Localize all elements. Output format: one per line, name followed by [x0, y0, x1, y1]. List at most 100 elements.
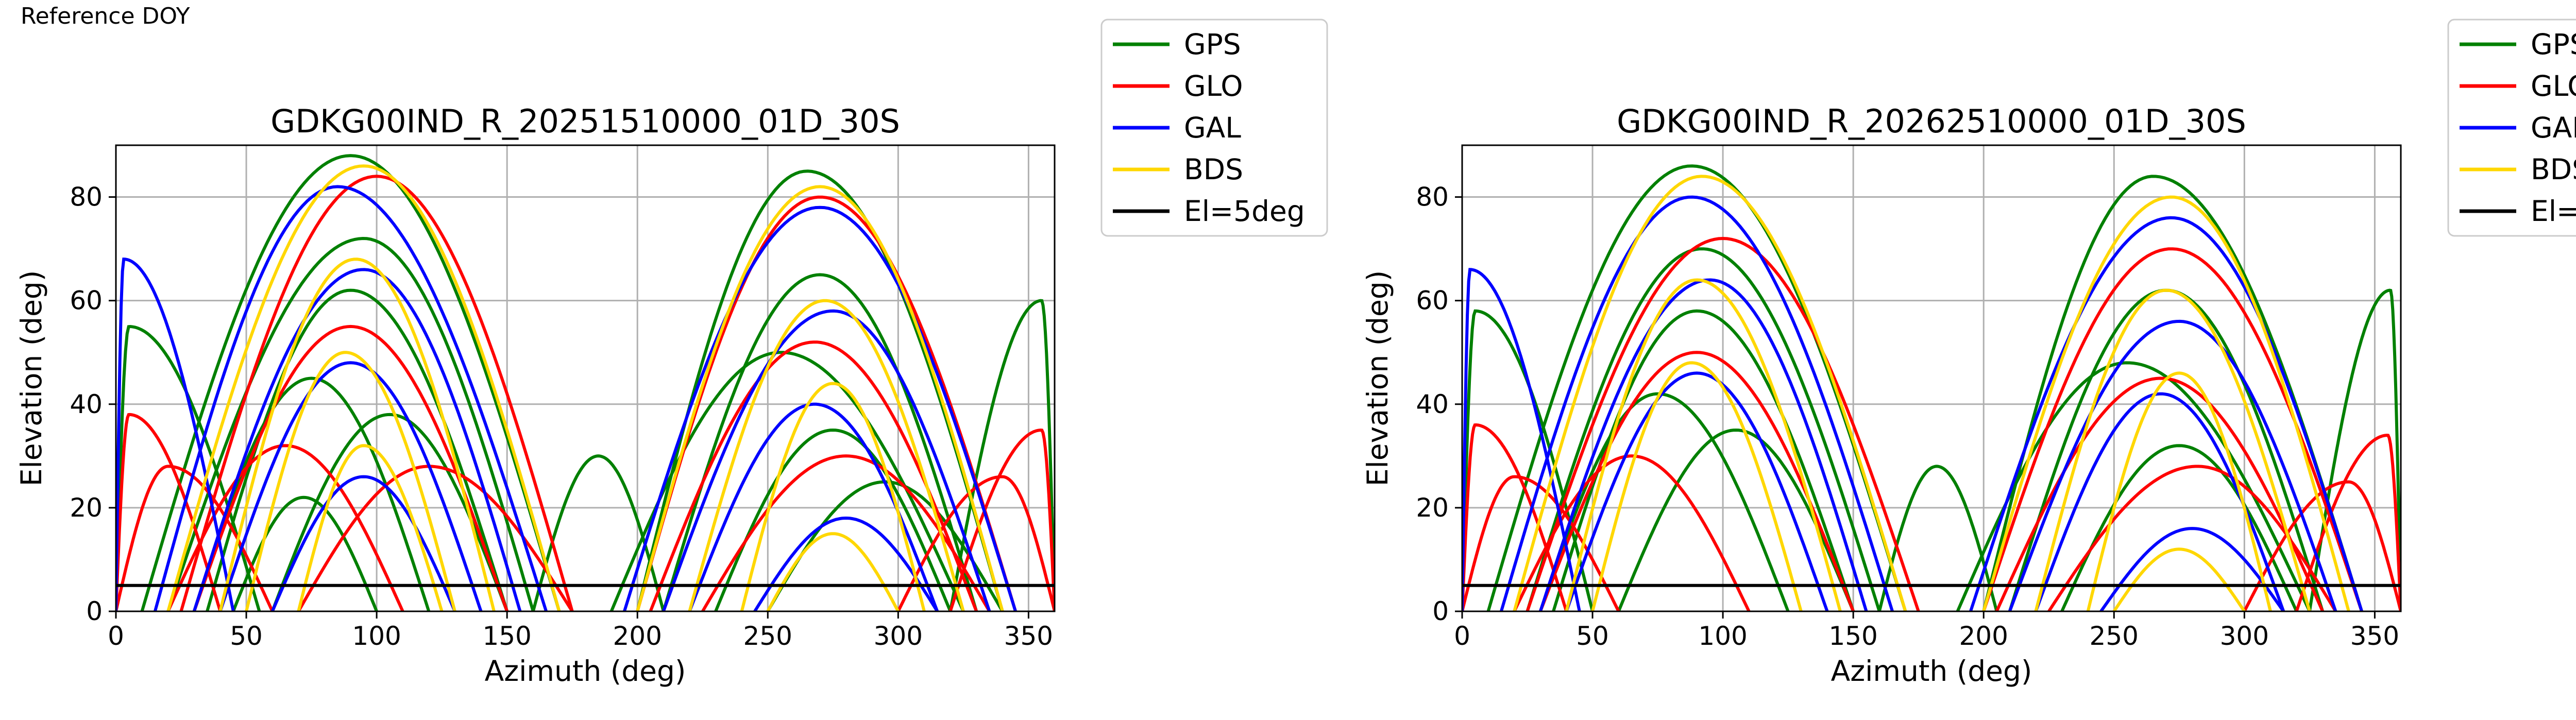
track-gal — [753, 516, 939, 611]
series-gps — [116, 154, 1055, 611]
track-gps — [1982, 175, 2364, 611]
track-gps — [662, 273, 978, 611]
y-tick-label: 20 — [1416, 493, 1449, 523]
y-tick-label: 80 — [70, 182, 103, 212]
track-glo — [1538, 351, 1855, 611]
track-gal — [1462, 268, 1581, 611]
legend-label: GLO — [1184, 70, 1243, 102]
legend-label: GLO — [2531, 70, 2576, 102]
track-gal — [270, 475, 456, 611]
legend-label: GAL — [2531, 111, 2576, 144]
x-tick-label: 250 — [743, 621, 792, 651]
x-tick-label: 0 — [108, 621, 124, 651]
track-gps — [140, 154, 561, 611]
y-tick-label: 40 — [1416, 389, 1449, 419]
legend: GPS GLO GAL BDS El=5deg — [2447, 19, 2576, 237]
track-glo — [2295, 434, 2401, 611]
track-gps — [231, 495, 379, 611]
legend-label: GAL — [1184, 111, 1241, 144]
track-bds — [166, 164, 561, 611]
legend-box — [1100, 19, 1328, 237]
plot-frame — [115, 144, 1056, 612]
track-gal — [1565, 371, 1829, 611]
x-tick-label: 350 — [2350, 621, 2399, 651]
track-bds — [2034, 288, 2311, 611]
track-gps — [948, 299, 1055, 611]
track-glo — [297, 465, 574, 611]
track-gal — [153, 185, 548, 611]
x-tick-label: 350 — [1004, 621, 1053, 651]
y-tick-label: 80 — [1416, 182, 1449, 212]
y-tick-label: 60 — [1416, 286, 1449, 316]
x-tick-label: 250 — [2090, 621, 2139, 651]
y-tick-label: 0 — [1432, 596, 1449, 626]
x-tick-label: 50 — [1576, 621, 1609, 651]
x-tick-label: 50 — [230, 621, 263, 651]
legend: GPS GLO GAL BDS El=5deg — [1100, 19, 1328, 237]
track-glo — [1462, 423, 1568, 611]
track-gps — [1877, 465, 1998, 611]
x-tick-label: 150 — [482, 621, 531, 651]
track-glo — [1462, 475, 1620, 611]
x-tick-label: 300 — [874, 621, 923, 651]
track-glo — [1526, 236, 1920, 611]
track-gal — [2099, 527, 2285, 611]
track-bds — [2086, 371, 2272, 611]
track-gps — [531, 454, 665, 611]
track-bds — [1591, 361, 1803, 611]
legend-label: El=5deg — [2531, 195, 2576, 228]
track-gps — [2308, 288, 2401, 611]
series-bds — [166, 164, 1004, 611]
chart-right: 0 50 100 150 200 250 300 350 0 20 40 60 80 GDKG00IND_… — [1361, 19, 2576, 688]
track-glo — [636, 195, 1018, 611]
track-gal — [1499, 195, 1894, 611]
legend-label: GPS — [1184, 28, 1241, 61]
track-bds — [218, 258, 496, 611]
y-tick-label: 40 — [70, 389, 103, 419]
track-bds — [297, 444, 444, 611]
track-bds — [766, 532, 900, 611]
chart-title: GDKG00IND_R_20251510000_01D_30S — [270, 102, 900, 140]
series-bds — [1513, 175, 2350, 611]
track-gps — [1486, 164, 1907, 611]
track-gal — [192, 268, 522, 611]
track-glo — [1995, 376, 2325, 611]
track-gal — [2034, 392, 2285, 611]
legend-label: El=5deg — [1184, 195, 1305, 228]
track-gal — [116, 258, 235, 611]
track-gps — [2060, 444, 2298, 611]
x-axis-label: Azimuth (deg) — [485, 655, 686, 688]
track-glo — [948, 428, 1055, 611]
track-glo — [116, 465, 274, 611]
track-glo — [2243, 480, 2401, 611]
track-gal — [622, 205, 1018, 611]
track-bds — [1513, 175, 1907, 611]
y-tick-label: 20 — [70, 493, 103, 523]
series-gal — [116, 185, 1018, 611]
track-gal — [218, 361, 483, 611]
series-glo — [1462, 236, 2401, 611]
x-tick-label: 300 — [2220, 621, 2269, 651]
x-axis-label: Azimuth (deg) — [1831, 655, 2032, 688]
track-glo — [166, 444, 404, 611]
track-bds — [2112, 547, 2246, 611]
page-label: Reference DOY — [21, 3, 190, 29]
chart-title: GDKG00IND_R_20262510000_01D_30S — [1617, 102, 2246, 140]
track-gps — [714, 428, 952, 611]
legend-label: GPS — [2531, 28, 2576, 61]
x-tick-label: 200 — [1959, 621, 2008, 651]
plot-frame — [1461, 144, 2402, 612]
track-gps — [166, 236, 535, 611]
track-gps — [636, 169, 1004, 611]
legend-label: BDS — [1184, 153, 1243, 186]
track-bds — [740, 382, 926, 611]
y-tick-label: 60 — [70, 286, 103, 316]
track-bds — [1565, 278, 1842, 611]
x-tick-label: 200 — [613, 621, 662, 651]
track-gps — [1526, 247, 1881, 611]
y-tick-label: 0 — [86, 596, 103, 626]
x-tick-label: 150 — [1828, 621, 1877, 651]
satellite-tracks — [1462, 164, 2401, 611]
track-bds — [688, 299, 965, 611]
